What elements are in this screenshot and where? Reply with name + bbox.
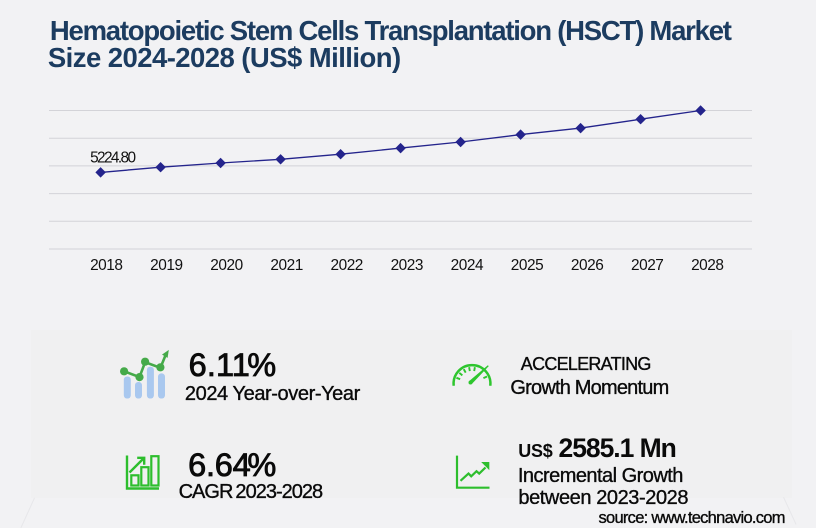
svg-text:2023: 2023	[391, 257, 423, 274]
svg-text:2020: 2020	[210, 257, 242, 274]
svg-text:2027: 2027	[631, 257, 663, 274]
svg-text:2021: 2021	[270, 257, 302, 274]
svg-text:2026: 2026	[571, 257, 603, 274]
svg-text:2024: 2024	[451, 257, 484, 274]
svg-text:2018: 2018	[90, 257, 122, 274]
svg-text:2025: 2025	[511, 257, 543, 274]
svg-text:5224.80: 5224.80	[90, 149, 135, 166]
svg-text:2019: 2019	[150, 257, 182, 274]
svg-text:2022: 2022	[330, 257, 362, 274]
svg-text:2028: 2028	[691, 257, 723, 274]
